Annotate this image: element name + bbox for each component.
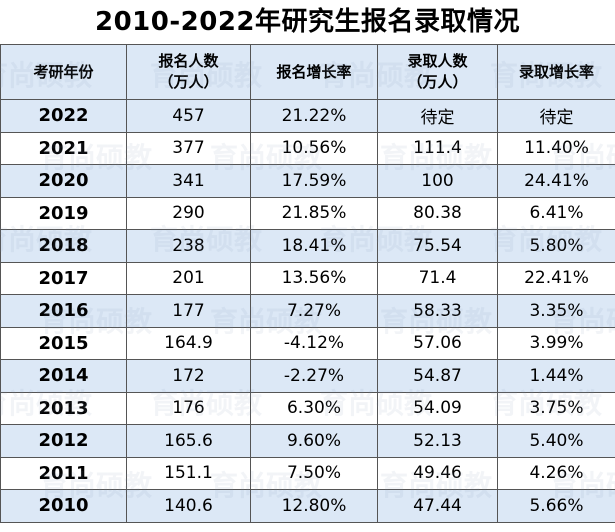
applicants-cell: 341 — [126, 164, 251, 198]
admitted-cell: 71.4 — [377, 261, 498, 295]
applicants-cell: 165.6 — [126, 424, 251, 458]
admitted-growth-cell: 4.26% — [497, 456, 615, 490]
applicant-growth-cell: 9.60% — [250, 424, 378, 458]
admitted-cell: 58.33 — [377, 294, 498, 328]
admitted-growth-cell: 3.99% — [497, 326, 615, 360]
header-admitted-growth: 录取增长率 — [497, 44, 615, 100]
admitted-growth-cell: 1.44% — [497, 359, 615, 393]
applicants-cell: 172 — [126, 359, 251, 393]
admitted-cell: 111.4 — [377, 131, 498, 165]
admitted-cell: 57.06 — [377, 326, 498, 360]
table-row: 2022 457 21.22% 待定 待定 — [0, 99, 615, 133]
year-cell: 2015 — [0, 326, 127, 360]
table-row: 2014 172 -2.27% 54.87 1.44% — [0, 359, 615, 393]
header-admitted: 录取人数 （万人） — [377, 44, 498, 100]
table-body: 2022 457 21.22% 待定 待定 2021 377 10.56% 111.4 11.40… — [0, 99, 615, 523]
header-admitted-growth-label: 录取增长率 — [518, 62, 594, 81]
header-admitted-label: 录取人数 — [407, 52, 468, 70]
admitted-growth-cell: 待定 — [497, 99, 615, 133]
admitted-growth-cell: 11.40% — [497, 131, 615, 165]
admitted-growth-cell: 3.75% — [497, 391, 615, 425]
applicants-cell: 164.9 — [126, 326, 251, 360]
applicant-growth-cell: 18.41% — [250, 229, 378, 263]
header-year-label: 考研年份 — [33, 62, 94, 81]
applicants-cell: 238 — [126, 229, 251, 263]
admitted-cell: 80.38 — [377, 196, 498, 230]
header-applicants-unit: （万人） — [158, 73, 219, 91]
table-row: 2016 177 7.27% 58.33 3.35% — [0, 294, 615, 328]
admitted-cell: 54.09 — [377, 391, 498, 425]
applicants-cell: 151.1 — [126, 456, 251, 490]
table-row: 2013 176 6.30% 54.09 3.75% — [0, 391, 615, 425]
admitted-growth-cell: 22.41% — [497, 261, 615, 295]
applicant-growth-cell: 10.56% — [250, 131, 378, 165]
year-cell: 2020 — [0, 164, 127, 198]
table-row: 2020 341 17.59% 100 24.41% — [0, 164, 615, 198]
table-row: 2010 140.6 12.80% 47.44 5.66% — [0, 489, 615, 523]
year-cell: 2010 — [0, 489, 127, 523]
year-cell: 2019 — [0, 196, 127, 230]
header-applicant-growth: 报名增长率 — [250, 44, 378, 100]
admitted-growth-cell: 3.35% — [497, 294, 615, 328]
applicants-cell: 457 — [126, 99, 251, 133]
year-cell: 2018 — [0, 229, 127, 263]
applicants-cell: 177 — [126, 294, 251, 328]
year-cell: 2016 — [0, 294, 127, 328]
header-applicants-label: 报名人数 — [158, 52, 219, 70]
header-applicant-growth-label: 报名增长率 — [276, 62, 352, 81]
admitted-growth-cell: 6.41% — [497, 196, 615, 230]
header-applicants: 报名人数 （万人） — [126, 44, 251, 100]
page-title: 2010-2022年研究生报名录取情况 — [94, 7, 521, 37]
table-row: 2017 201 13.56% 71.4 22.41% — [0, 261, 615, 295]
admitted-growth-cell: 5.40% — [497, 424, 615, 458]
applicant-growth-cell: -4.12% — [250, 326, 378, 360]
applicants-cell: 140.6 — [126, 489, 251, 523]
applicant-growth-cell: 17.59% — [250, 164, 378, 198]
year-cell: 2014 — [0, 359, 127, 393]
admitted-cell: 49.46 — [377, 456, 498, 490]
admitted-cell: 待定 — [377, 99, 498, 133]
data-table: 考研年份 报名人数 （万人） 报名增长率 录取人数 （万人） 录取增长率 202… — [0, 44, 615, 523]
admitted-cell: 54.87 — [377, 359, 498, 393]
applicant-growth-cell: 21.22% — [250, 99, 378, 133]
applicant-growth-cell: 13.56% — [250, 261, 378, 295]
header-year: 考研年份 — [0, 44, 127, 100]
admitted-growth-cell: 5.66% — [497, 489, 615, 523]
applicants-cell: 377 — [126, 131, 251, 165]
applicants-cell: 290 — [126, 196, 251, 230]
admitted-growth-cell: 5.80% — [497, 229, 615, 263]
year-cell: 2012 — [0, 424, 127, 458]
year-cell: 2013 — [0, 391, 127, 425]
applicant-growth-cell: 7.27% — [250, 294, 378, 328]
year-cell: 2022 — [0, 99, 127, 133]
applicant-growth-cell: 6.30% — [250, 391, 378, 425]
table-row: 2019 290 21.85% 80.38 6.41% — [0, 196, 615, 230]
table-row: 2015 164.9 -4.12% 57.06 3.99% — [0, 326, 615, 360]
admitted-cell: 47.44 — [377, 489, 498, 523]
applicant-growth-cell: 21.85% — [250, 196, 378, 230]
admitted-cell: 52.13 — [377, 424, 498, 458]
applicant-growth-cell: 12.80% — [250, 489, 378, 523]
year-cell: 2011 — [0, 456, 127, 490]
table-row: 2011 151.1 7.50% 49.46 4.26% — [0, 456, 615, 490]
table-row: 2012 165.6 9.60% 52.13 5.40% — [0, 424, 615, 458]
header-row: 考研年份 报名人数 （万人） 报名增长率 录取人数 （万人） 录取增长率 — [0, 44, 615, 100]
table-row: 2021 377 10.56% 111.4 11.40% — [0, 131, 615, 165]
applicants-cell: 201 — [126, 261, 251, 295]
table-row: 2018 238 18.41% 75.54 5.80% — [0, 229, 615, 263]
year-cell: 2021 — [0, 131, 127, 165]
applicants-cell: 176 — [126, 391, 251, 425]
admitted-cell: 75.54 — [377, 229, 498, 263]
year-cell: 2017 — [0, 261, 127, 295]
header-admitted-unit: （万人） — [407, 73, 468, 91]
admitted-growth-cell: 24.41% — [497, 164, 615, 198]
admitted-cell: 100 — [377, 164, 498, 198]
applicant-growth-cell: 7.50% — [250, 456, 378, 490]
applicant-growth-cell: -2.27% — [250, 359, 378, 393]
